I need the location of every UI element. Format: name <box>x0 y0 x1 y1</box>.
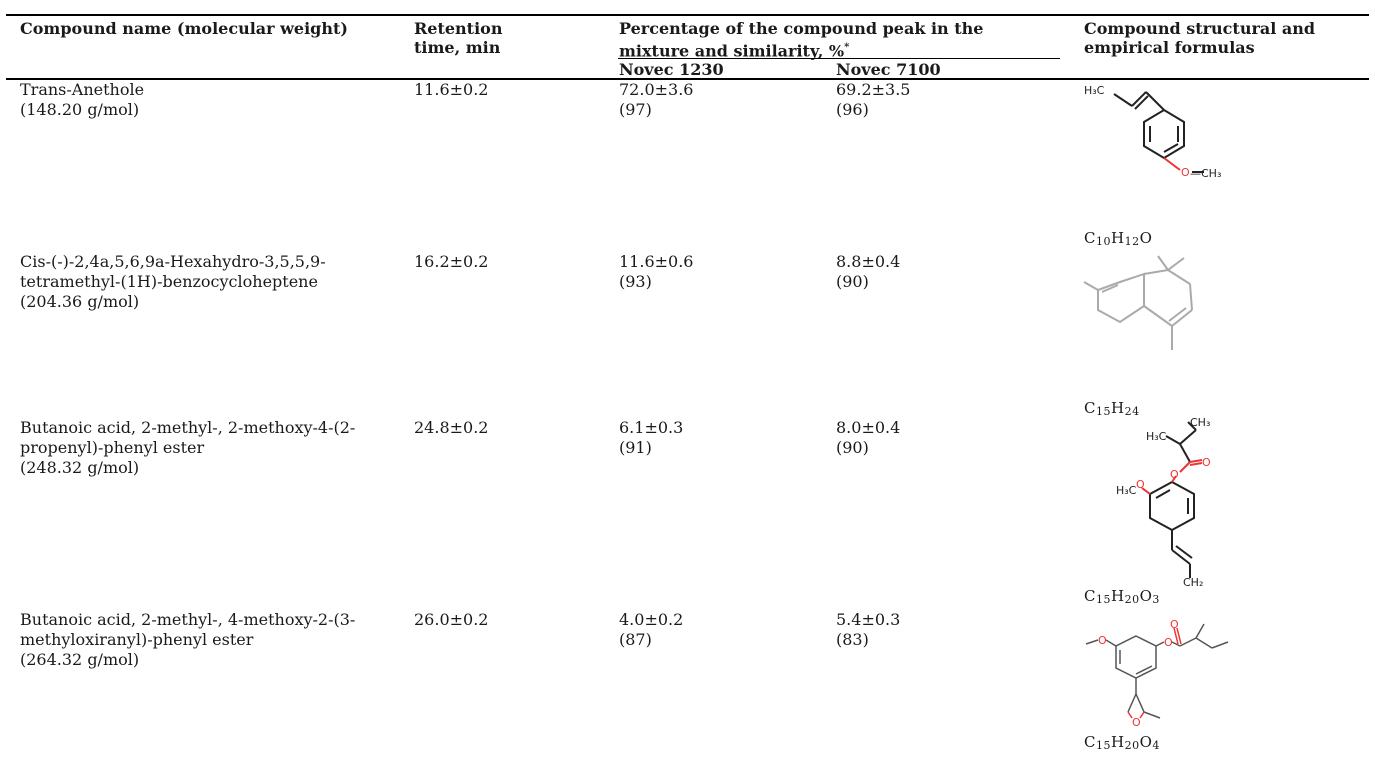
percentage-sub-rule <box>618 58 1060 59</box>
row4-formula: C15H20O4 <box>1084 733 1160 752</box>
s4-o-methoxy-label: O <box>1098 634 1107 647</box>
oxiranyl-phenyl-ester-structure-icon: O O O O <box>1080 620 1260 728</box>
propenyl-phenyl-ester-structure-icon: CH₃ H₃C O O H₃C O CH₂ <box>1080 414 1250 586</box>
header-bottom-rule <box>6 78 1369 80</box>
s3-ch2-label: CH₂ <box>1183 576 1203 586</box>
row2-formula: C15H24 <box>1084 399 1140 418</box>
s1-h3c-label: H₃C <box>1084 84 1105 97</box>
row2-novec1230: 11.6±0.6 (93) <box>619 252 694 291</box>
benzocycloheptene-structure-icon <box>1080 252 1230 382</box>
s3-h3c-left-label: H₃C <box>1116 484 1137 497</box>
row4-retention: 26.0±0.2 <box>414 610 489 629</box>
row2-compound-name: Cis-(-)-2,4a,5,6,9a-Hexahydro-3,5,5,9- t… <box>20 252 326 311</box>
s1-ch3-label: —CH₃ <box>1190 167 1221 180</box>
s3-o-carbonyl-label: O <box>1202 456 1211 469</box>
footnote-mark: * <box>844 42 850 53</box>
row1-compound-name: Trans-Anethole (148.20 g/mol) <box>20 80 145 119</box>
trans-anethole-structure-icon: H₃C O —CH₃ <box>1080 80 1230 230</box>
row4-novec7100: 5.4±0.3 (83) <box>836 610 901 649</box>
row4-novec1230: 4.0±0.2 (87) <box>619 610 684 649</box>
row2-novec7100: 8.8±0.4 (90) <box>836 252 901 291</box>
row1-retention: 11.6±0.2 <box>414 80 489 99</box>
header-structure: Compound structural and empirical formul… <box>1084 19 1316 57</box>
header-compound: Compound name (molecular weight) <box>20 19 348 38</box>
s4-o-carbonyl-label: O <box>1170 620 1179 631</box>
s3-h3c-top-label: H₃C <box>1146 430 1167 443</box>
s1-o-label: O <box>1181 166 1190 179</box>
row3-formula: C15H20O3 <box>1084 587 1160 606</box>
s3-ch3-label: CH₃ <box>1190 416 1210 429</box>
s4-o-ester-label: O <box>1164 636 1173 649</box>
s4-o-epoxide-label: O <box>1132 716 1141 728</box>
row4-compound-name: Butanoic acid, 2-methyl-, 4-methoxy-2-(3… <box>20 610 356 669</box>
s3-o-ester-label: O <box>1170 468 1179 481</box>
s3-o-methoxy-label: O <box>1136 478 1145 491</box>
row1-novec7100: 69.2±3.5 (96) <box>836 80 911 119</box>
row1-novec1230: 72.0±3.6 (97) <box>619 80 694 119</box>
row1-formula: C10H12O <box>1084 229 1153 248</box>
header-novec1230: Novec 1230 <box>619 60 724 79</box>
header-novec7100: Novec 7100 <box>836 60 941 79</box>
header-retention: Retention time, min <box>414 19 503 57</box>
row2-retention: 16.2±0.2 <box>414 252 489 271</box>
row3-novec7100: 8.0±0.4 (90) <box>836 418 901 457</box>
row3-retention: 24.8±0.2 <box>414 418 489 437</box>
table-top-rule <box>6 14 1369 16</box>
row3-compound-name: Butanoic acid, 2-methyl-, 2-methoxy-4-(2… <box>20 418 356 477</box>
header-percentage: Percentage of the compound peak in the m… <box>619 19 984 61</box>
row3-novec1230: 6.1±0.3 (91) <box>619 418 684 457</box>
